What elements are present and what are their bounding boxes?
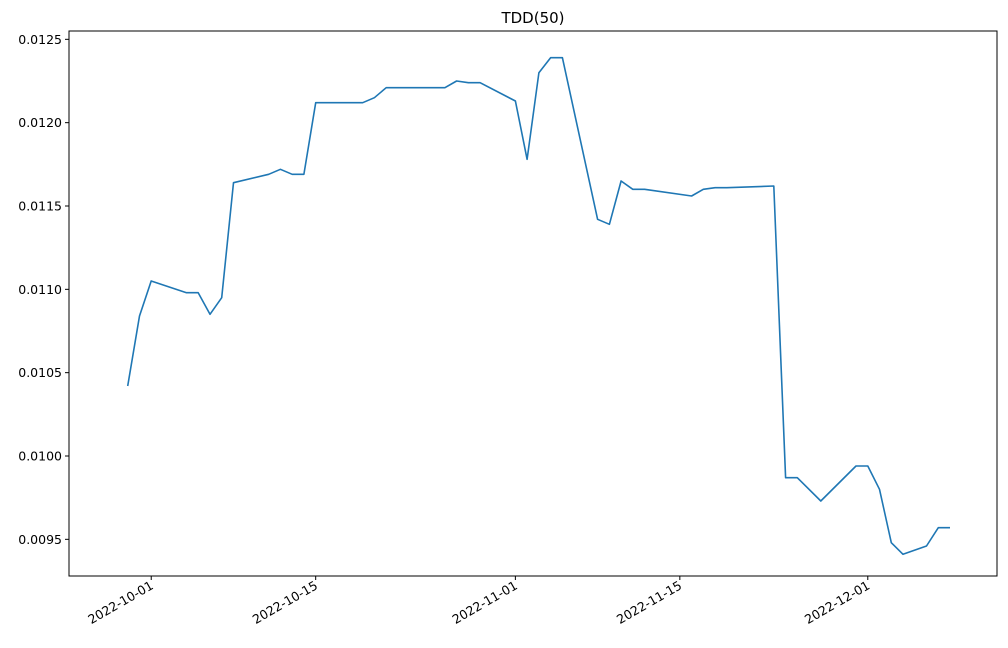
plot-frame [68, 30, 998, 577]
x-tick-label: 2022-11-01 [449, 578, 519, 627]
y-tick-label: 0.0100 [18, 449, 62, 464]
y-tick-label: 0.0095 [18, 532, 62, 547]
y-tick-label: 0.0125 [18, 32, 62, 47]
y-tick-label: 0.0110 [18, 282, 62, 297]
plot-area [126, 56, 950, 556]
chart-title: TDD(50) [500, 9, 564, 27]
y-axis: 0.0095 0.0100 0.0105 0.0110 0.0115 0.0120 0.01… [18, 32, 69, 547]
y-tick-label: 0.0120 [18, 115, 62, 130]
x-tick-label: 2022-11-15 [614, 578, 684, 627]
x-tick-label: 2022-12-01 [802, 578, 872, 627]
y-tick-label: 0.0115 [18, 199, 62, 214]
x-tick-label: 2022-10-01 [85, 578, 155, 627]
series-line [126, 56, 950, 556]
x-axis: 2022-10-01 2022-10-15 2022-11-01 2022-11-15… [85, 576, 872, 627]
x-tick-label: 2022-10-15 [250, 578, 320, 627]
y-tick-label: 0.0105 [18, 365, 62, 380]
